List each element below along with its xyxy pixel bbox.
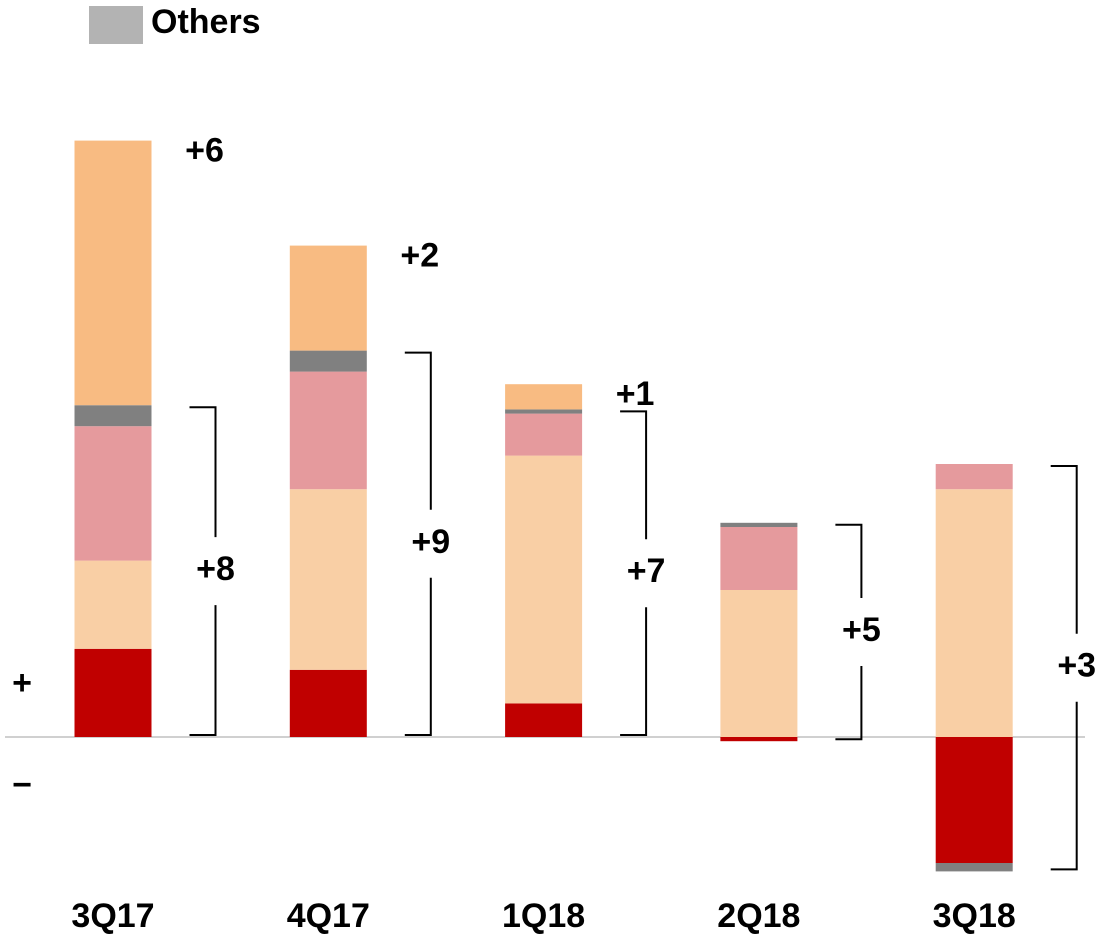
bracket-label: +9 (411, 523, 450, 561)
bar-segment (935, 489, 1013, 737)
bar-segment (74, 648, 152, 737)
bar-segment (74, 560, 152, 649)
x-tick-label: 1Q18 (502, 897, 585, 935)
x-tick-label: 3Q18 (933, 897, 1016, 935)
bar-segment (289, 669, 367, 737)
bar-segment (505, 384, 583, 410)
bar-segment (289, 350, 367, 372)
legend-label: Others (151, 3, 261, 41)
bracket (835, 523, 863, 741)
bar-segment (935, 737, 1013, 863)
bracket-label: +3 (1057, 647, 1096, 685)
bar-segment (935, 464, 1013, 490)
bracket-label: +5 (842, 611, 881, 649)
bar-segment (505, 409, 583, 414)
bracket (620, 410, 648, 736)
bracket-label: +7 (627, 552, 666, 590)
legend-swatch (89, 6, 143, 44)
sign-label: − (12, 766, 32, 804)
bar-segment (935, 863, 1013, 872)
top-label: +6 (185, 132, 224, 170)
top-label: +1 (616, 375, 655, 413)
x-tick-label: 2Q18 (717, 897, 800, 935)
bar-segment (505, 413, 583, 456)
x-tick-label: 4Q17 (287, 897, 370, 935)
bar-segment (289, 371, 367, 490)
bar-segment (720, 522, 798, 527)
bar-segment (74, 405, 152, 427)
bar-segment (74, 426, 152, 561)
bar-segment (720, 590, 798, 737)
bar-segment (720, 527, 798, 590)
bracket-label: +8 (196, 550, 235, 588)
sign-label: + (12, 664, 32, 702)
bar-segment (289, 245, 367, 351)
bracket (404, 351, 432, 736)
x-tick-label: 3Q17 (71, 897, 154, 935)
bar-segment (505, 703, 583, 737)
bracket (189, 406, 217, 736)
bracket (1050, 465, 1078, 871)
top-label: +2 (400, 237, 439, 275)
bar-segment (720, 737, 798, 742)
bar-segment (289, 489, 367, 670)
bar-segment (505, 455, 583, 704)
bar-segment (74, 140, 152, 406)
